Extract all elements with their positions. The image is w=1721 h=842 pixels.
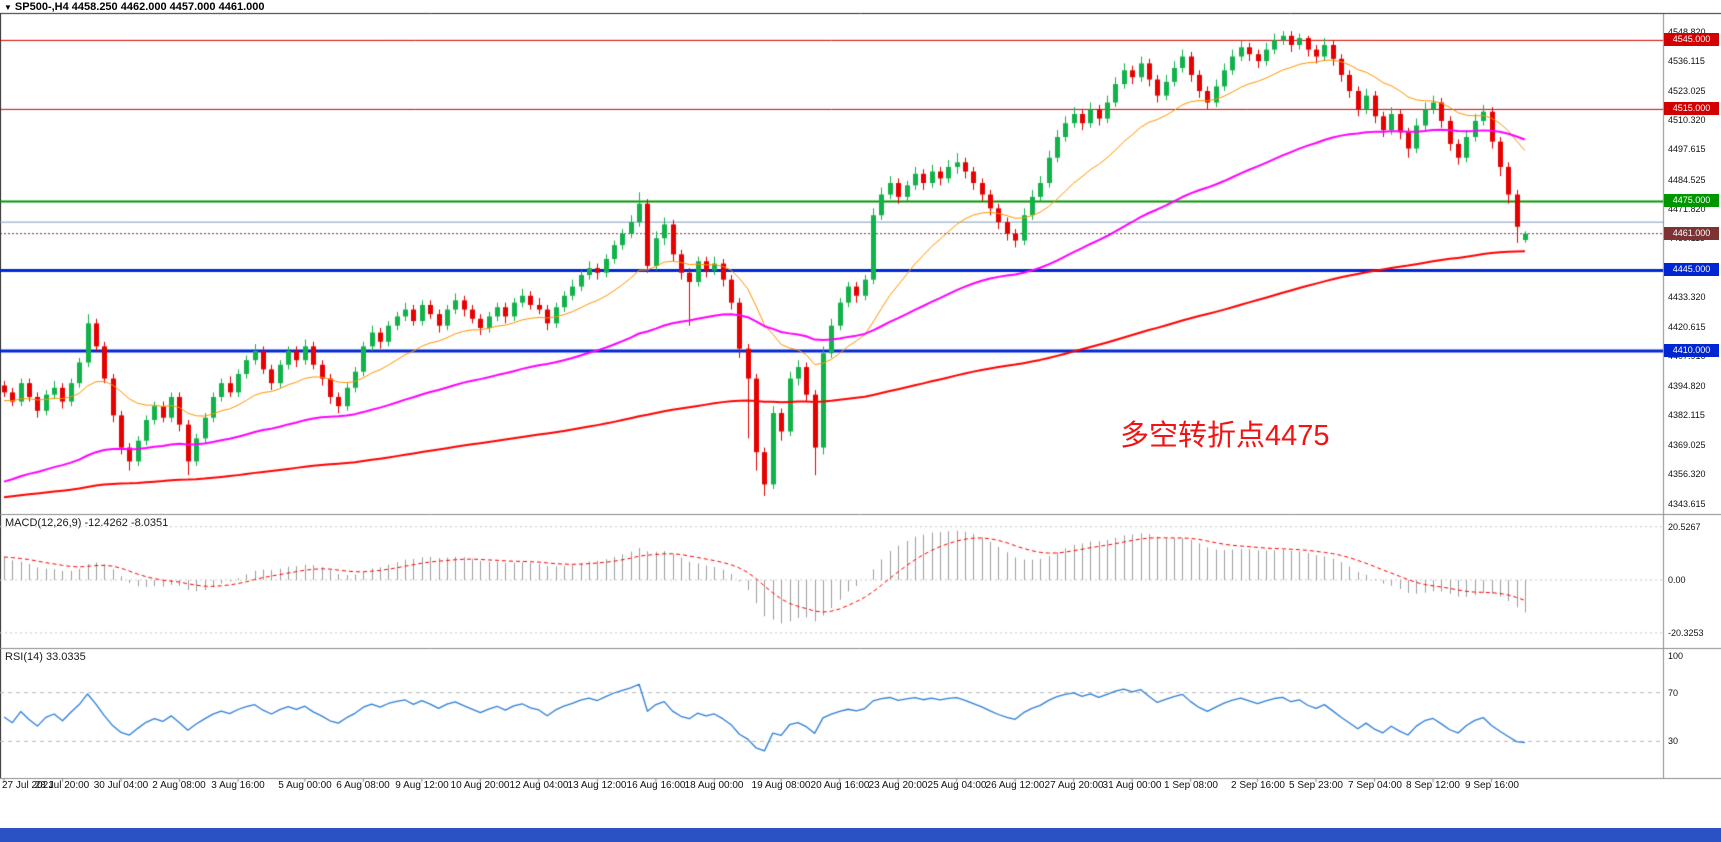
macd-axis-label: 0.00	[1668, 575, 1686, 585]
price-axis-label: 4356.320	[1668, 469, 1706, 480]
price-axis-label: 4420.615	[1668, 321, 1706, 332]
time-axis-label: 28 Jul 20:00	[34, 780, 90, 791]
time-axis-label: 8 Sep 12:00	[1406, 780, 1460, 791]
time-axis-label: 9 Aug 12:00	[395, 780, 449, 791]
price-axis-label: 4394.820	[1668, 380, 1706, 391]
price-axis-label: 4536.115	[1668, 55, 1705, 66]
time-axis-label: 20 Aug 16:00	[810, 780, 870, 791]
time-axis-label: 30 Jul 04:00	[93, 780, 149, 791]
time-axis-label: 27 Jul 2021	[2, 780, 54, 791]
rsi-axis-label: 100	[1668, 651, 1684, 661]
time-axis-label: 1 Sep 08:00	[1164, 780, 1218, 791]
price-level-tag: 4515.000	[1664, 102, 1719, 116]
time-axis-label: 19 Aug 08:00	[751, 780, 811, 791]
time-axis-label: 18 Aug 00:00	[684, 780, 744, 791]
price-axis-label: 4523.025	[1668, 85, 1706, 96]
price-level-tag: 4410.000	[1664, 343, 1719, 357]
time-axis-label: 31 Aug 00:00	[1102, 780, 1162, 791]
macd-axis-label: -20.3253	[1668, 627, 1704, 638]
time-axis-label: 27 Aug 20:00	[1044, 780, 1104, 791]
time-axis-label: 7 Sep 04:00	[1348, 780, 1402, 791]
price-axis-label: 4471.820	[1668, 203, 1706, 214]
time-axis-label: 5 Sep 23:00	[1289, 780, 1343, 791]
bottom-bar	[0, 828, 1721, 842]
price-axis-label: 4382.115	[1668, 410, 1705, 421]
price-axis-label: 4484.525	[1668, 174, 1706, 185]
collapse-arrow-icon[interactable]: ▼	[4, 3, 12, 12]
price-axis-label: 4548.820	[1668, 26, 1706, 37]
rsi-axis-label: 70	[1668, 687, 1679, 698]
time-axis-label: 3 Aug 16:00	[211, 780, 265, 791]
price-axis-label: 4497.615	[1668, 144, 1706, 155]
time-axis-label: 2 Aug 08:00	[152, 780, 206, 791]
price-level-tag: 4545.000	[1664, 33, 1719, 47]
time-axis-label: 13 Aug 12:00	[567, 780, 627, 791]
time-axis-label: 23 Aug 20:00	[868, 780, 928, 791]
time-axis-label: 5 Aug 00:00	[278, 780, 332, 791]
price-level-tag: 4475.000	[1664, 194, 1719, 208]
time-axis-label: 26 Aug 12:00	[985, 780, 1045, 791]
price-axis-label: 4343.615	[1668, 498, 1706, 509]
current-price-tag: 4461.000	[1664, 226, 1719, 240]
price-axis-label: 4510.320	[1668, 115, 1706, 126]
time-axis-label: 12 Aug 04:00	[509, 780, 569, 791]
time-axis-label: 2 Sep 16:00	[1231, 780, 1285, 791]
time-axis-label: 10 Aug 20:00	[450, 780, 510, 791]
rsi-axis-label: 30	[1668, 736, 1679, 747]
rsi-indicator-label: RSI(14) 33.0335	[5, 651, 86, 663]
price-level-tag: 4445.000	[1664, 263, 1719, 277]
time-axis-label: 9 Sep 16:00	[1465, 780, 1519, 791]
time-axis-label: 25 Aug 04:00	[927, 780, 987, 791]
price-axis-label: 4433.320	[1668, 292, 1706, 303]
time-axis-label: 16 Aug 16:00	[626, 780, 686, 791]
macd-axis-label: 20.5267	[1668, 521, 1701, 532]
symbol-info: ▼ SP500-,H4 4458.250 4462.000 4457.000 44…	[4, 1, 264, 13]
symbol-ohlc-readout: SP500-,H4 4458.250 4462.000 4457.000 446…	[14, 1, 265, 13]
time-axis-label: 6 Aug 08:00	[336, 780, 390, 791]
chart-annotation[interactable]: 多空转折点4475	[1120, 420, 1330, 452]
macd-indicator-label: MACD(12,26,9) -12.4262 -8.0351	[5, 517, 169, 529]
price-axis-label: 4369.025	[1668, 440, 1706, 451]
